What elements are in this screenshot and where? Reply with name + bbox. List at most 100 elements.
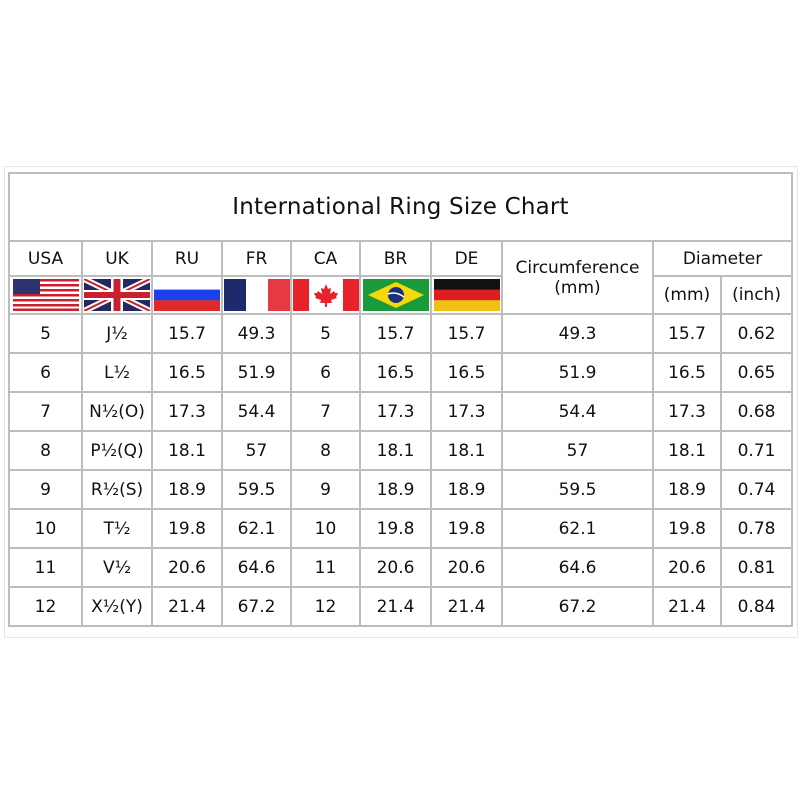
cell-diameter-mm: 21.4 bbox=[652, 586, 722, 627]
cell-fr: 67.2 bbox=[221, 586, 292, 627]
uk-flag-icon bbox=[84, 279, 150, 311]
cell-de: 15.7 bbox=[430, 313, 503, 354]
cell-diameter-inch: 0.81 bbox=[719, 547, 794, 588]
cell-ca: 6 bbox=[290, 352, 361, 393]
cell-ca: 8 bbox=[290, 430, 361, 471]
uk-flag-cell bbox=[81, 275, 153, 315]
cell-ru: 18.9 bbox=[151, 469, 223, 510]
table-row: 5 J½ 15.7 49.3 5 15.7 15.7 49.3 15.7 0.62 bbox=[8, 313, 794, 354]
cell-diameter-mm: 15.7 bbox=[652, 313, 722, 354]
russia-flag-icon bbox=[154, 279, 220, 311]
header-diameter-mm: (mm) bbox=[652, 275, 722, 315]
header-diameter: Diameter bbox=[651, 240, 794, 277]
cell-diameter-mm: 18.1 bbox=[652, 430, 722, 471]
header-diameter-inch: (inch) bbox=[719, 275, 794, 315]
cell-diameter-inch: 0.78 bbox=[719, 508, 794, 549]
cell-usa: 7 bbox=[8, 391, 83, 432]
cell-uk: X½(Y) bbox=[81, 586, 153, 627]
brazil-flag-icon bbox=[362, 279, 429, 311]
header-fr: FR bbox=[221, 240, 292, 277]
cell-fr: 49.3 bbox=[221, 313, 292, 354]
cell-diameter-inch: 0.62 bbox=[719, 313, 794, 354]
table-row: 12 X½(Y) 21.4 67.2 12 21.4 21.4 67.2 21.4 0.84 bbox=[8, 586, 794, 627]
cell-fr: 54.4 bbox=[221, 391, 292, 432]
cell-diameter-mm: 16.5 bbox=[652, 352, 722, 393]
cell-br: 20.6 bbox=[359, 547, 432, 588]
table-row: 6 L½ 16.5 51.9 6 16.5 16.5 51.9 16.5 0.65 bbox=[8, 352, 794, 393]
cell-usa: 11 bbox=[8, 547, 83, 588]
cell-circumference-mm: 54.4 bbox=[501, 391, 654, 432]
germany-flag-icon bbox=[433, 279, 500, 311]
cell-ru: 20.6 bbox=[151, 547, 223, 588]
cell-diameter-inch: 0.84 bbox=[719, 586, 794, 627]
cell-diameter-inch: 0.71 bbox=[719, 430, 794, 471]
header-de: DE bbox=[430, 240, 503, 277]
us-flag-icon bbox=[12, 279, 79, 311]
cell-usa: 8 bbox=[8, 430, 83, 471]
cell-de: 20.6 bbox=[430, 547, 503, 588]
cell-uk: T½ bbox=[81, 508, 153, 549]
cell-circumference-mm: 64.6 bbox=[501, 547, 654, 588]
cell-ru: 15.7 bbox=[151, 313, 223, 354]
cell-usa: 10 bbox=[8, 508, 83, 549]
table-row: 9 R½(S) 18.9 59.5 9 18.9 18.9 59.5 18.9 0.74 bbox=[8, 469, 794, 510]
cell-de: 18.9 bbox=[430, 469, 503, 510]
cell-br: 16.5 bbox=[359, 352, 432, 393]
brazil-flag-cell bbox=[359, 275, 432, 315]
cell-ru: 16.5 bbox=[151, 352, 223, 393]
cell-br: 18.1 bbox=[359, 430, 432, 471]
table-row: 11 V½ 20.6 64.6 11 20.6 20.6 64.6 20.6 0.81 bbox=[8, 547, 794, 588]
cell-circumference-mm: 59.5 bbox=[501, 469, 654, 510]
cell-fr: 51.9 bbox=[221, 352, 292, 393]
cell-diameter-mm: 19.8 bbox=[652, 508, 722, 549]
cell-diameter-inch: 0.74 bbox=[719, 469, 794, 510]
header-circumference: Circumference (mm) bbox=[501, 240, 654, 315]
cell-ca: 5 bbox=[290, 313, 361, 354]
cell-diameter-mm: 17.3 bbox=[652, 391, 722, 432]
canada-flag-icon bbox=[292, 279, 359, 311]
header-uk: UK bbox=[81, 240, 153, 277]
table-row: 8 P½(Q) 18.1 57 8 18.1 18.1 57 18.1 0.71 bbox=[8, 430, 794, 471]
cell-ru: 21.4 bbox=[151, 586, 223, 627]
table-row: 7 N½(O) 17.3 54.4 7 17.3 17.3 54.4 17.3 0.68 bbox=[8, 391, 794, 432]
chart-frame bbox=[4, 166, 798, 638]
table-title: International Ring Size Chart bbox=[7, 172, 794, 242]
cell-usa: 6 bbox=[8, 352, 83, 393]
header-usa: USA bbox=[8, 240, 83, 277]
cell-circumference-mm: 67.2 bbox=[501, 586, 654, 627]
cell-diameter-mm: 18.9 bbox=[652, 469, 722, 510]
cell-fr: 59.5 bbox=[221, 469, 292, 510]
circumference-unit: (mm) bbox=[554, 277, 601, 298]
cell-uk: N½(O) bbox=[81, 391, 153, 432]
cell-ca: 12 bbox=[290, 586, 361, 627]
cell-diameter-inch: 0.65 bbox=[719, 352, 794, 393]
france-flag-cell bbox=[221, 275, 292, 315]
cell-ca: 11 bbox=[290, 547, 361, 588]
cell-ca: 7 bbox=[290, 391, 361, 432]
france-flag-icon bbox=[223, 279, 290, 311]
header-ru: RU bbox=[151, 240, 223, 277]
us-flag-cell bbox=[8, 275, 83, 315]
cell-de: 18.1 bbox=[430, 430, 503, 471]
cell-uk: V½ bbox=[81, 547, 153, 588]
cell-usa: 12 bbox=[8, 586, 83, 627]
cell-br: 18.9 bbox=[359, 469, 432, 510]
cell-uk: J½ bbox=[81, 313, 153, 354]
canada-flag-cell bbox=[290, 275, 361, 315]
circumference-label: Circumference bbox=[515, 257, 640, 278]
cell-circumference-mm: 49.3 bbox=[501, 313, 654, 354]
cell-br: 17.3 bbox=[359, 391, 432, 432]
cell-de: 17.3 bbox=[430, 391, 503, 432]
header-ca: CA bbox=[290, 240, 361, 277]
cell-ca: 9 bbox=[290, 469, 361, 510]
cell-fr: 57 bbox=[221, 430, 292, 471]
germany-flag-cell bbox=[430, 275, 503, 315]
cell-de: 16.5 bbox=[430, 352, 503, 393]
russia-flag-cell bbox=[151, 275, 223, 315]
cell-br: 15.7 bbox=[359, 313, 432, 354]
cell-fr: 64.6 bbox=[221, 547, 292, 588]
cell-circumference-mm: 57 bbox=[501, 430, 654, 471]
cell-circumference-mm: 62.1 bbox=[501, 508, 654, 549]
cell-uk: L½ bbox=[81, 352, 153, 393]
cell-ru: 19.8 bbox=[151, 508, 223, 549]
